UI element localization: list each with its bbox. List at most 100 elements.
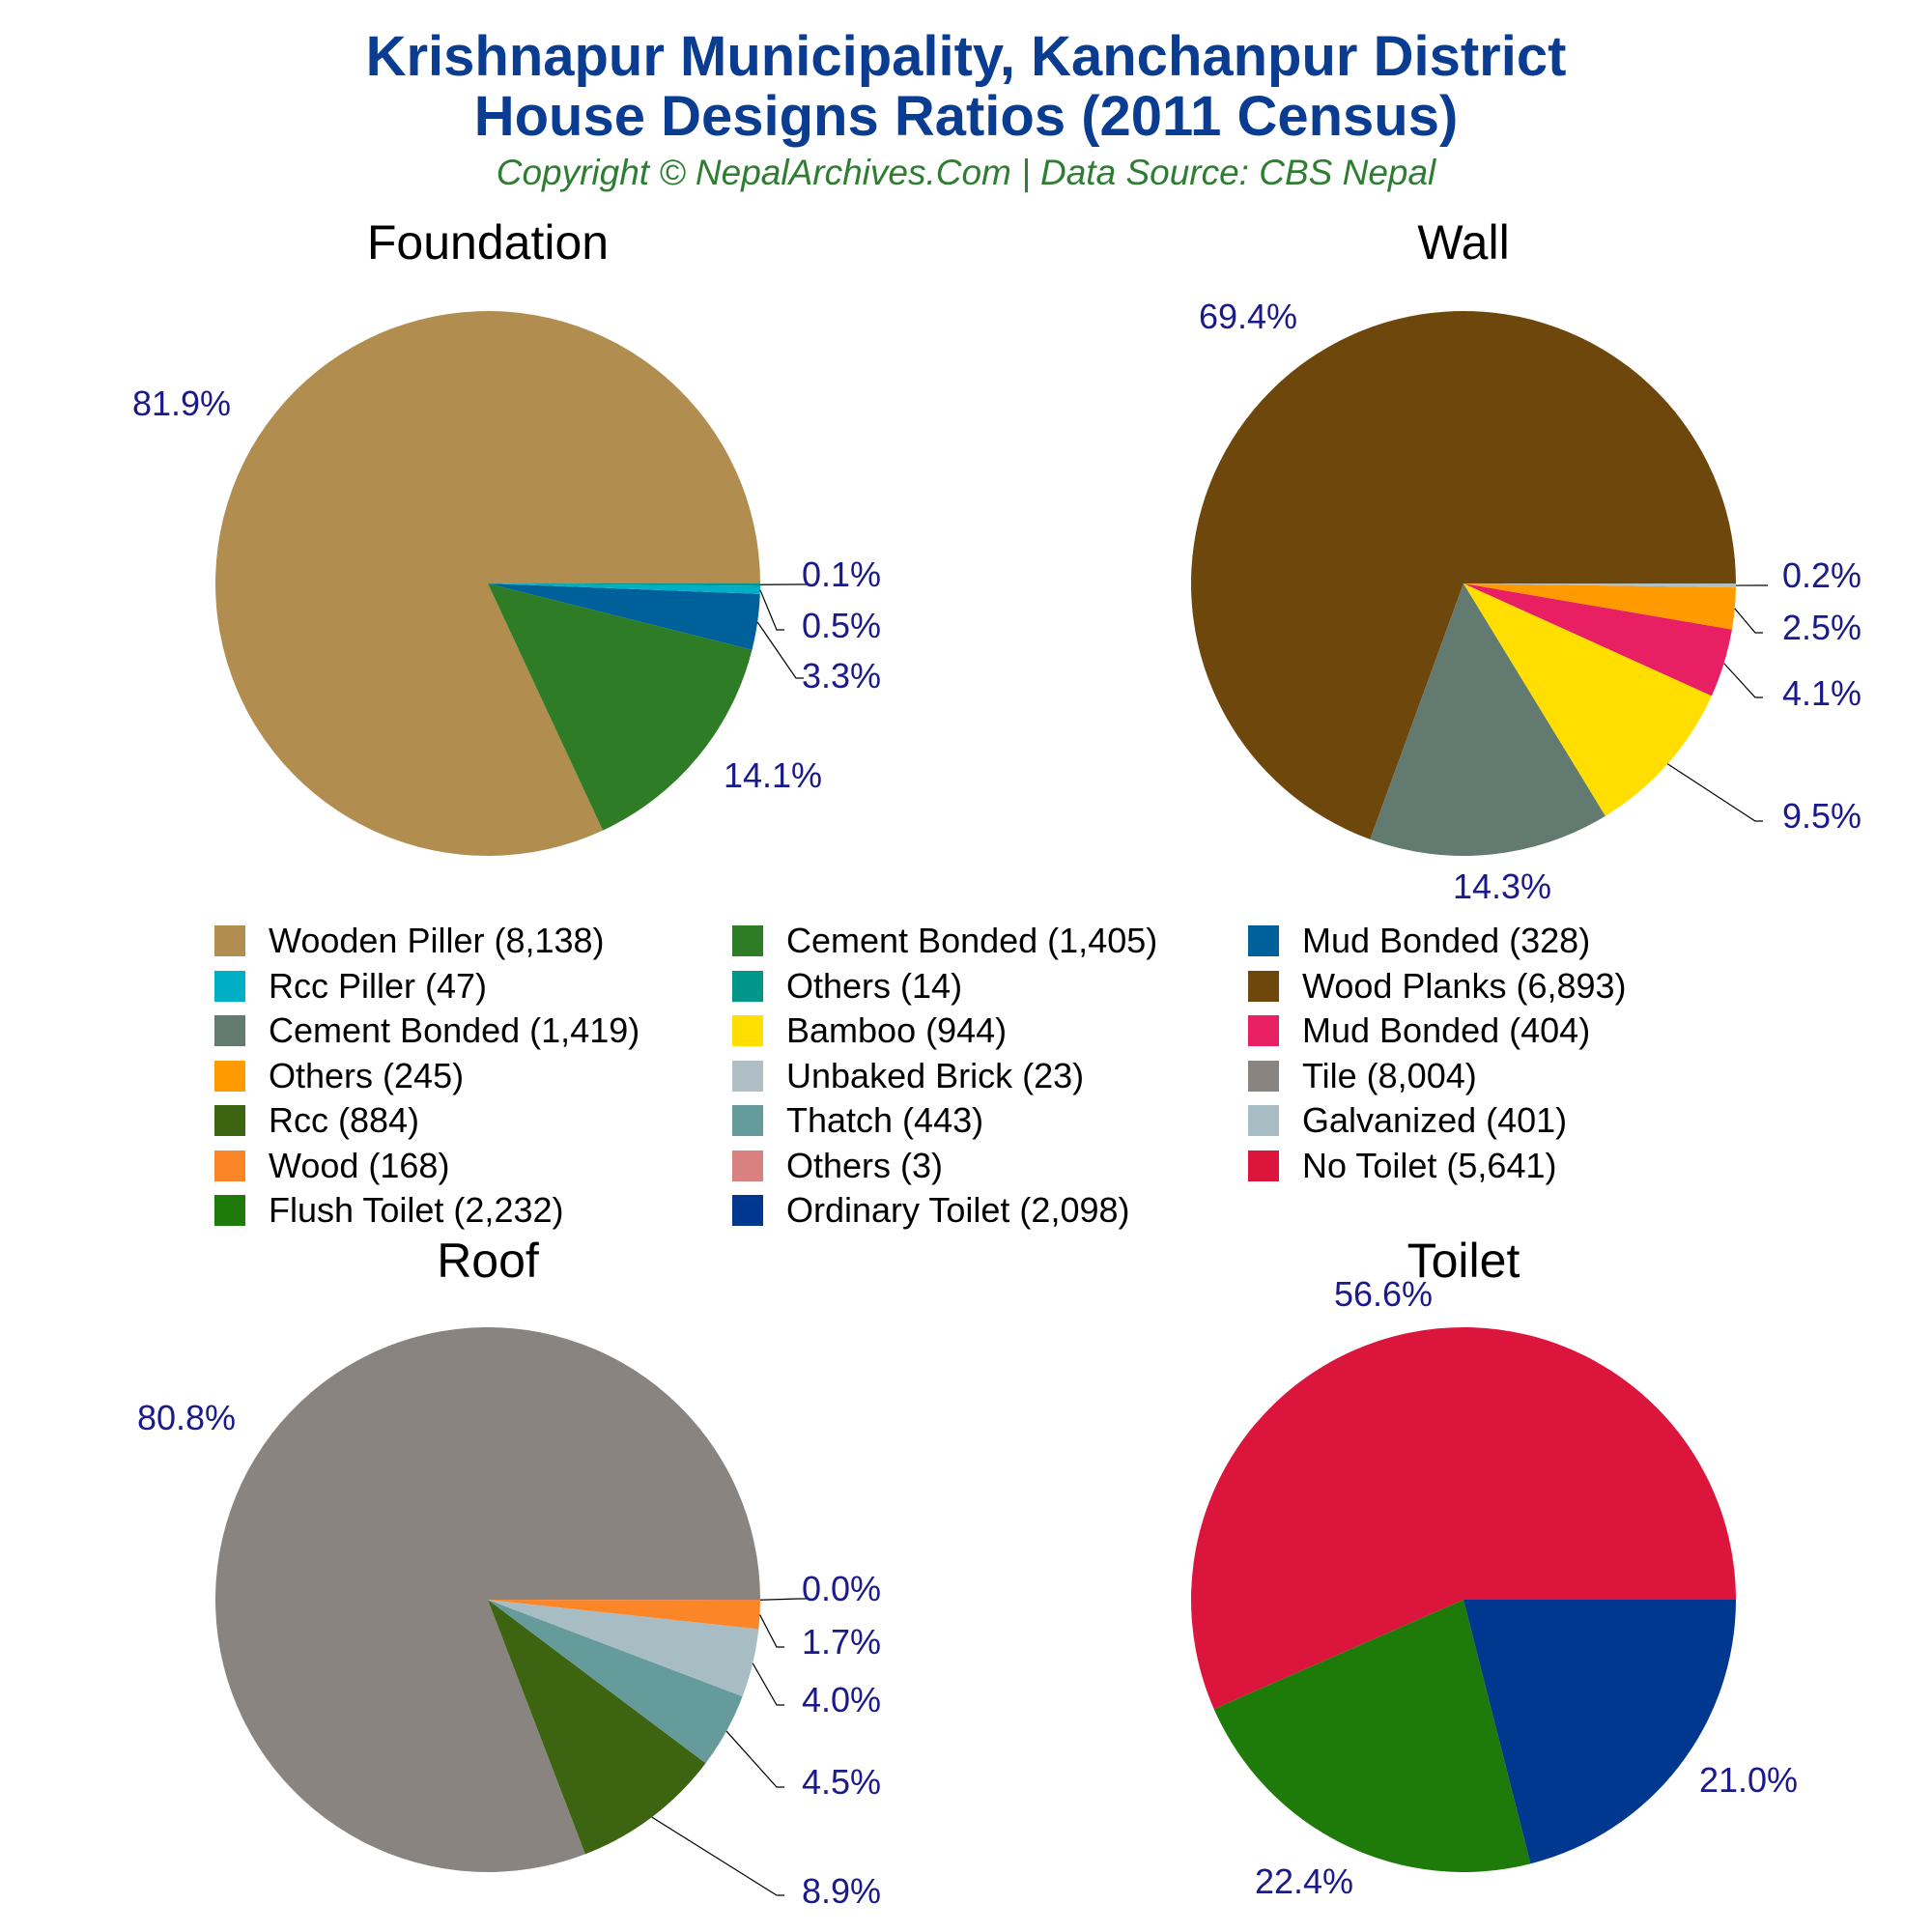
legend-label: No Toilet (5,641) [1302,1145,1557,1185]
pie-slice [488,1600,760,1601]
percent-label: 0.0% [802,1569,881,1608]
legend-swatch [1248,1150,1279,1181]
legend-swatch [214,970,245,1002]
pie-slice [1463,583,1712,816]
pie-slice [214,1326,760,1872]
legend-label: Others (3) [786,1145,944,1185]
legend-item: Others (3) [732,1145,943,1187]
label-leader-line [725,1730,784,1788]
legend-item: Rcc (884) [214,1099,419,1142]
percent-label: 14.3% [1453,867,1551,906]
percent-label: 0.5% [802,606,881,645]
chart-title-line1: Krishnapur Municipality, Kanchanpur Dist… [365,25,1567,88]
pie-slice [1463,583,1732,696]
legend-item: Ordinary Toilet (2,098) [732,1189,1130,1232]
pie-title: Foundation [367,215,609,270]
legend-item: Thatch (443) [732,1099,983,1142]
percent-label: 4.0% [802,1680,881,1719]
legend-item: Cement Bonded (1,405) [732,920,1157,962]
pie-slice [1190,1327,1736,1710]
label-leader-line [752,1662,784,1706]
percent-label: 80.8% [137,1398,236,1437]
legend-label: Rcc Piller (47) [269,965,488,1006]
legend-item: Bamboo (944) [732,1009,1007,1052]
legend-label: Mud Bonded (404) [1302,1010,1591,1050]
label-leader-line [759,1614,784,1648]
legend-item: Flush Toilet (2,232) [214,1189,564,1232]
legend-swatch [214,1105,245,1136]
legend-label: Galvanized (401) [1302,1100,1568,1140]
pie-slice [488,583,760,586]
chart-subtitle: Copyright © NepalArchives.Com | Data Sou… [496,153,1436,192]
percent-label: 14.1% [724,755,822,795]
pie-slice [488,1600,760,1630]
legend-swatch [1248,1060,1279,1092]
percent-label: 3.3% [802,656,881,696]
percent-label: 4.1% [1782,673,1861,713]
percent-label: 81.9% [132,384,231,423]
legend-swatch [732,1015,763,1046]
legend-label: Wood (168) [269,1145,450,1185]
legend-label: Cement Bonded (1,405) [786,921,1158,960]
legend-label: Others (245) [269,1055,465,1095]
legend-label: Wood Planks (6,893) [1302,965,1627,1006]
percent-label: 0.1% [802,554,881,594]
percent-label: 9.5% [1782,796,1861,836]
pie-title: Roof [437,1234,539,1288]
pie-slice [1463,1600,1736,1864]
pie-slice [488,583,753,831]
legend-swatch [1248,1015,1279,1046]
label-leader-line [1734,608,1763,634]
legend-swatch [214,1195,245,1226]
legend-item: Mud Bonded (328) [1248,920,1590,962]
legend-label: Wooden Piller (8,138) [269,921,605,960]
pie-slice [214,310,760,856]
legend-swatch [732,1060,763,1092]
label-leader-line [759,1598,807,1601]
legend-swatch [1248,925,1279,956]
legend-item: Others (14) [732,965,962,1008]
legend-item: Rcc Piller (47) [214,965,487,1008]
legend-label: Tile (8,004) [1302,1055,1477,1095]
label-leader-line [759,589,784,631]
legend-label: Thatch (443) [786,1100,984,1140]
legend-swatch [214,1015,245,1046]
legend-swatch [1248,1105,1279,1136]
legend-swatch [732,1195,763,1226]
legend-label: Flush Toilet (2,232) [269,1190,564,1230]
legend-swatch [214,1150,245,1181]
pie-slice [1463,583,1736,630]
legend-item: Others (245) [214,1055,464,1097]
pie-slice [488,1600,759,1697]
legend-swatch [214,925,245,956]
pie-slice [1213,1600,1531,1873]
percent-label: 69.4% [1199,297,1297,336]
label-leader-line [651,1816,784,1896]
legend-swatch [1248,970,1279,1002]
legend-item: Tile (8,004) [1248,1055,1477,1097]
pie-slice [488,583,760,594]
pie-roof: Roof 80.8% 8.9% 4.5% 4.0% 1.7% 0.0% [137,1234,881,1911]
legend-swatch [732,925,763,956]
label-leader-line [1723,663,1763,698]
pie-title: Wall [1417,215,1509,270]
pie-slice [488,1600,706,1855]
legend-item: Wood (168) [214,1145,449,1187]
legend-item: Unbaked Brick (23) [732,1055,1084,1097]
percent-label: 22.4% [1255,1861,1353,1901]
legend-label: Cement Bonded (1,419) [269,1010,640,1050]
label-leader-line [1666,763,1763,822]
percent-label: 56.6% [1334,1274,1433,1314]
chart-title-line2: House Designs Ratios (2011 Census) [473,85,1459,148]
percent-label: 1.7% [802,1622,881,1662]
legend-swatch [214,1060,245,1092]
pie-slice [1190,310,1736,839]
legend-swatch [732,1150,763,1181]
pie-title: Toilet [1407,1234,1520,1288]
legend-item: Cement Bonded (1,419) [214,1009,639,1052]
legend-label: Rcc (884) [269,1100,420,1140]
legend-item: Wooden Piller (8,138) [214,920,605,962]
legend-label: Unbaked Brick (23) [786,1055,1085,1095]
